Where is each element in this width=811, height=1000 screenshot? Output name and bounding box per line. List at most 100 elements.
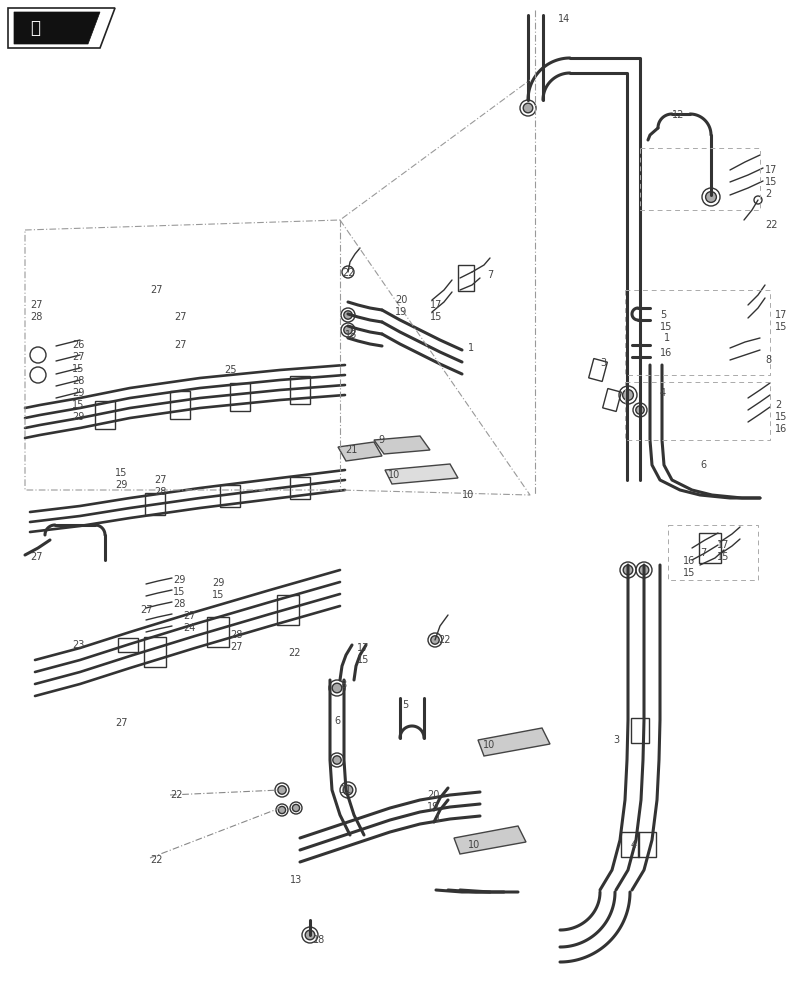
Circle shape — [431, 636, 439, 644]
Text: 19: 19 — [427, 802, 439, 812]
Circle shape — [638, 565, 648, 575]
Bar — [290, 477, 310, 499]
Circle shape — [343, 311, 352, 319]
Text: 22: 22 — [437, 635, 450, 645]
Circle shape — [333, 756, 341, 764]
Text: 7: 7 — [699, 548, 706, 558]
Text: 13: 13 — [290, 875, 302, 885]
Text: 27: 27 — [72, 352, 84, 362]
Text: 27: 27 — [230, 642, 242, 652]
Text: 29: 29 — [212, 578, 224, 588]
Text: 2: 2 — [774, 400, 780, 410]
Bar — [588, 359, 607, 381]
Text: 15: 15 — [774, 322, 787, 332]
Text: 15: 15 — [682, 568, 694, 578]
Text: 28: 28 — [30, 312, 42, 322]
Text: 14: 14 — [557, 14, 569, 24]
Text: 28: 28 — [230, 630, 242, 640]
Text: 5: 5 — [659, 310, 666, 320]
Text: 19: 19 — [394, 307, 407, 317]
Text: 15: 15 — [716, 552, 728, 562]
Circle shape — [622, 390, 633, 400]
Text: 22: 22 — [764, 220, 777, 230]
Text: 23: 23 — [72, 640, 84, 650]
Text: 25: 25 — [224, 365, 236, 375]
Bar — [630, 718, 648, 742]
Text: 17: 17 — [774, 310, 787, 320]
Text: 29: 29 — [72, 388, 84, 398]
Text: 21: 21 — [345, 445, 357, 455]
Text: 26: 26 — [72, 340, 84, 350]
Bar — [602, 389, 620, 411]
Text: 8: 8 — [764, 355, 770, 365]
Text: 18: 18 — [345, 330, 357, 340]
Text: 28: 28 — [72, 376, 84, 386]
Text: 8: 8 — [340, 680, 345, 690]
Bar — [290, 376, 310, 404]
Bar — [637, 832, 655, 857]
Text: 29: 29 — [115, 480, 127, 490]
Text: 15: 15 — [212, 590, 224, 600]
Text: 17: 17 — [430, 300, 442, 310]
Circle shape — [705, 192, 715, 202]
Text: 15: 15 — [774, 412, 787, 422]
Bar — [457, 265, 474, 291]
Text: 27: 27 — [115, 718, 127, 728]
Bar — [207, 617, 229, 647]
Text: 15: 15 — [764, 177, 776, 187]
Circle shape — [343, 785, 352, 795]
Polygon shape — [374, 436, 430, 454]
Text: 29: 29 — [72, 412, 84, 422]
Text: 10: 10 — [467, 840, 479, 850]
Bar — [220, 485, 240, 507]
Bar — [169, 391, 190, 419]
Text: 27: 27 — [174, 340, 187, 350]
Circle shape — [332, 683, 341, 693]
Text: 22: 22 — [288, 648, 300, 658]
Text: 22: 22 — [150, 855, 162, 865]
Text: 9: 9 — [378, 435, 384, 445]
Circle shape — [277, 786, 285, 794]
Text: 15: 15 — [173, 587, 185, 597]
Text: 17: 17 — [716, 540, 728, 550]
Polygon shape — [14, 12, 100, 44]
Text: 〜: 〜 — [30, 19, 40, 37]
Text: 20: 20 — [394, 295, 407, 305]
Bar — [277, 595, 298, 625]
Text: 29: 29 — [173, 575, 185, 585]
Text: 20: 20 — [427, 790, 439, 800]
Text: 27: 27 — [182, 611, 195, 621]
Polygon shape — [478, 728, 549, 756]
Circle shape — [522, 103, 532, 113]
Text: 5: 5 — [401, 700, 408, 710]
Polygon shape — [453, 826, 526, 854]
Circle shape — [635, 406, 643, 414]
Text: 15: 15 — [659, 322, 672, 332]
Text: 15: 15 — [72, 364, 84, 374]
Text: 3: 3 — [612, 735, 618, 745]
Text: 16: 16 — [774, 424, 787, 434]
Circle shape — [305, 930, 315, 940]
Text: 28: 28 — [154, 487, 166, 497]
Text: 10: 10 — [483, 740, 495, 750]
Text: 12: 12 — [672, 110, 684, 120]
Text: 27: 27 — [150, 285, 162, 295]
Bar — [118, 638, 138, 652]
Circle shape — [278, 806, 285, 814]
Text: 4: 4 — [630, 840, 637, 850]
Text: 18: 18 — [312, 935, 325, 945]
Text: 17: 17 — [764, 165, 776, 175]
Text: 22: 22 — [341, 268, 354, 278]
Text: 24: 24 — [182, 623, 195, 633]
Text: 27: 27 — [139, 605, 152, 615]
Bar — [95, 401, 115, 429]
Text: 1: 1 — [467, 343, 474, 353]
Text: 2: 2 — [764, 189, 770, 199]
Text: 7: 7 — [487, 270, 492, 280]
Text: 16: 16 — [682, 556, 694, 566]
Text: 15: 15 — [357, 655, 369, 665]
Text: 27: 27 — [154, 475, 166, 485]
Text: 3: 3 — [599, 358, 605, 368]
Text: 27: 27 — [30, 552, 42, 562]
Text: 22: 22 — [169, 790, 182, 800]
